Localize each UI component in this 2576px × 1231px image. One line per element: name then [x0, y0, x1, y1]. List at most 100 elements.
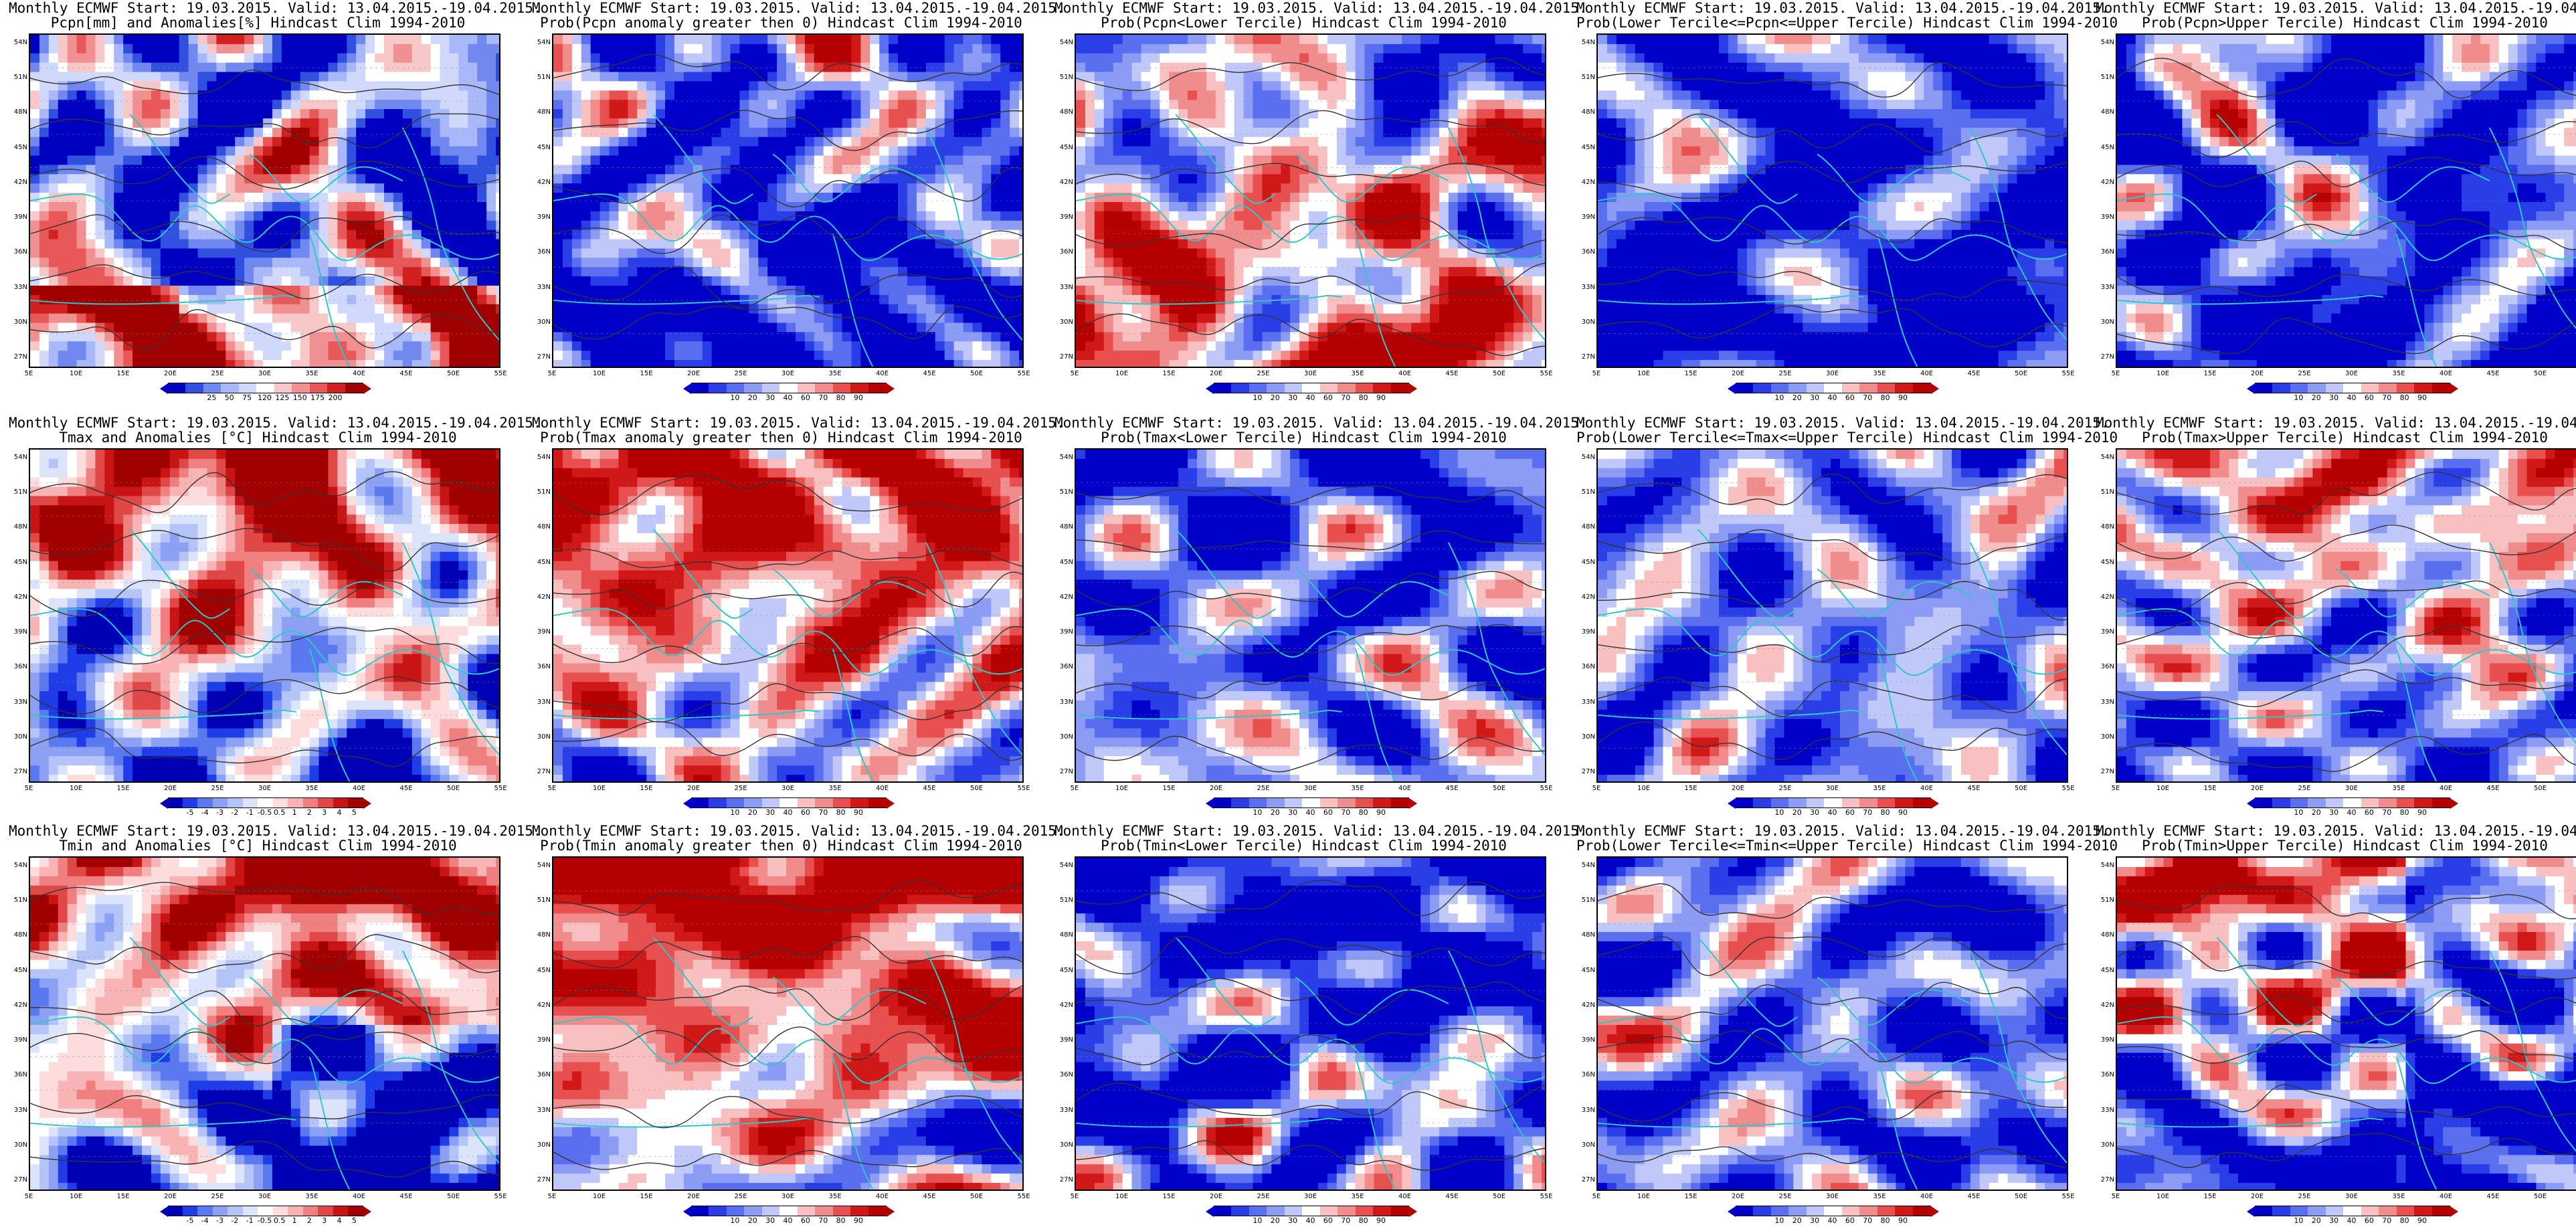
lat-tick-label: 36N: [1056, 1071, 1073, 1078]
shaded-field: [2117, 450, 2576, 781]
colorbar-left-arrow: [160, 383, 168, 394]
lat-tick-label: 45N: [2097, 559, 2114, 566]
lon-tick-label: 10E: [1633, 1193, 1655, 1200]
colorbar-right-arrow: [1931, 1206, 1939, 1217]
colorbar-swatch: [1249, 1206, 1267, 1216]
colorbar-swatch: [1895, 1206, 1913, 1216]
lat-tick-label: 42N: [1578, 1002, 1595, 1009]
colorbar-swatch: [1788, 798, 1807, 808]
lon-tick-label: 15E: [112, 785, 134, 792]
lat-tick-label: 51N: [2097, 488, 2114, 496]
lon-tick-label: 25E: [2293, 785, 2316, 792]
colorbar-swatch: [168, 1206, 183, 1216]
lon-tick-label: 30E: [2340, 785, 2363, 792]
colorbar-swatch: [213, 1206, 227, 1216]
lon-tick-label: 15E: [635, 370, 658, 377]
lon-tick-label: 50E: [2529, 1193, 2552, 1200]
lon-tick-label: 30E: [1821, 1193, 1844, 1200]
lon-tick-label: 15E: [1679, 1193, 1702, 1200]
lon-tick-label: 45E: [1962, 370, 1985, 377]
colorbar-swatch: [1302, 798, 1320, 808]
colorbar-swatch: [1877, 798, 1896, 808]
lon-tick-label: 25E: [206, 1193, 229, 1200]
colorbar-swatch: [1842, 383, 1860, 393]
lat-tick-label: 39N: [2097, 628, 2114, 636]
colorbar-right-arrow: [2450, 383, 2458, 394]
colorbar-swatch: [197, 798, 212, 808]
colorbar-swatch: [1338, 383, 1356, 393]
lon-tick-label: 45E: [395, 1193, 418, 1200]
lat-tick-label: 27N: [533, 353, 551, 361]
colorbar-swatch: [1231, 798, 1249, 808]
colorbar-swatch: [1753, 1206, 1771, 1216]
lon-tick-label: 35E: [2387, 370, 2410, 377]
lon-tick-label: 25E: [2293, 370, 2316, 377]
lon-tick-label: 55E: [1535, 1193, 1558, 1200]
lat-tick-label: 33N: [10, 698, 27, 706]
shaded-field: [30, 858, 499, 1190]
lon-tick-label: 50E: [1488, 785, 1511, 792]
lat-tick-label: 48N: [1578, 523, 1595, 531]
colorbar-right-arrow: [1931, 383, 1939, 394]
lat-tick-label: 42N: [533, 593, 551, 601]
lat-tick-label: 45N: [533, 144, 551, 151]
colorbar-right-arrow: [1409, 1206, 1417, 1217]
lon-tick-label: 15E: [2199, 1193, 2221, 1200]
colorbar-swatch: [868, 383, 887, 393]
panel-title-line1: Monthly ECMWF Start: 19.03.2015. Valid: …: [1054, 415, 1553, 431]
lat-tick-label: 45N: [10, 967, 27, 974]
lat-tick-label: 42N: [533, 179, 551, 186]
colorbar-left-arrow: [683, 1206, 691, 1217]
lat-tick-label: 39N: [1578, 1036, 1595, 1044]
lon-tick-label: 15E: [1679, 370, 1702, 377]
lat-tick-label: 27N: [1578, 1176, 1595, 1183]
lat-tick-label: 27N: [533, 768, 551, 775]
colorbar-swatch: [2379, 383, 2397, 393]
lon-tick-label: 35E: [300, 1193, 323, 1200]
lat-tick-label: 51N: [1056, 74, 1073, 81]
lat-tick-label: 27N: [2097, 353, 2114, 361]
shaded-field: [2117, 858, 2576, 1190]
colorbar-left-arrow: [1728, 1206, 1736, 1217]
lon-tick-label: 20E: [682, 785, 705, 792]
colorbar-swatch: [691, 1206, 709, 1216]
lat-tick-label: 45N: [1578, 967, 1595, 974]
lon-tick-label: 35E: [1346, 370, 1369, 377]
colorbar: [1214, 383, 1409, 393]
lat-tick-label: 36N: [533, 663, 551, 670]
lon-tick-label: 45E: [395, 370, 418, 377]
colorbar-swatch: [1771, 798, 1789, 808]
colorbar-swatch: [348, 1206, 363, 1216]
map-frame: [1596, 856, 2068, 1191]
lat-tick-label: 45N: [2097, 144, 2114, 151]
lat-tick-label: 27N: [1056, 768, 1073, 775]
lon-tick-label: 45E: [395, 785, 418, 792]
colorbar-swatch: [2255, 1206, 2273, 1216]
colorbar-swatch: [868, 1206, 887, 1216]
colorbar-swatch: [744, 798, 762, 808]
lon-tick-label: 50E: [2010, 1193, 2033, 1200]
colorbar-swatch: [288, 798, 302, 808]
colorbar-swatch: [2379, 798, 2397, 808]
colorbar-swatch: [1736, 383, 1754, 393]
lon-tick-label: 5E: [541, 785, 563, 792]
lat-tick-label: 42N: [533, 1002, 551, 1009]
colorbar-left-arrow: [683, 383, 691, 394]
lon-tick-label: 40E: [1916, 1193, 1938, 1200]
panel-title-line1: Monthly ECMWF Start: 19.03.2015. Valid: …: [9, 415, 507, 431]
colorbar-swatch: [221, 383, 239, 393]
lon-tick-label: 45E: [1441, 370, 1463, 377]
lon-tick-label: 30E: [1299, 370, 1322, 377]
colorbar-tick-label: 90: [2412, 1216, 2432, 1225]
lat-tick-label: 45N: [533, 967, 551, 974]
lat-tick-label: 36N: [10, 663, 27, 670]
lat-tick-label: 54N: [10, 39, 27, 46]
lon-tick-label: 5E: [1585, 1193, 1608, 1200]
lat-tick-label: 36N: [2097, 663, 2114, 670]
colorbar-swatch: [1753, 798, 1771, 808]
panel-title-line2: Prob(Tmax<Lower Tercile) Hindcast Clim 1…: [1054, 430, 1553, 446]
colorbar-swatch: [1302, 383, 1320, 393]
lon-tick-label: 40E: [348, 785, 371, 792]
lon-tick-label: 30E: [1299, 1193, 1322, 1200]
colorbar-swatch: [168, 798, 183, 808]
